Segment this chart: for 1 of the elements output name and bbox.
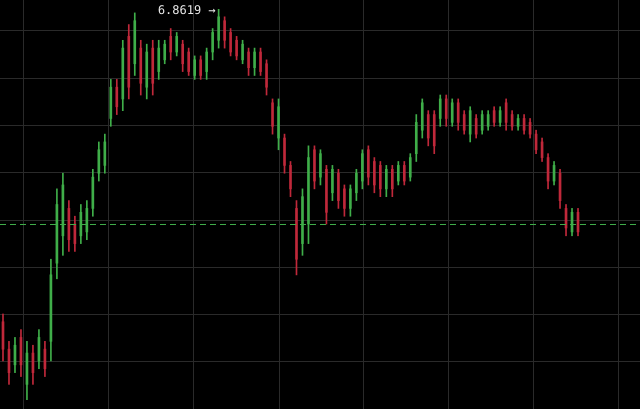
annotation: 6.8619 → xyxy=(158,3,216,18)
